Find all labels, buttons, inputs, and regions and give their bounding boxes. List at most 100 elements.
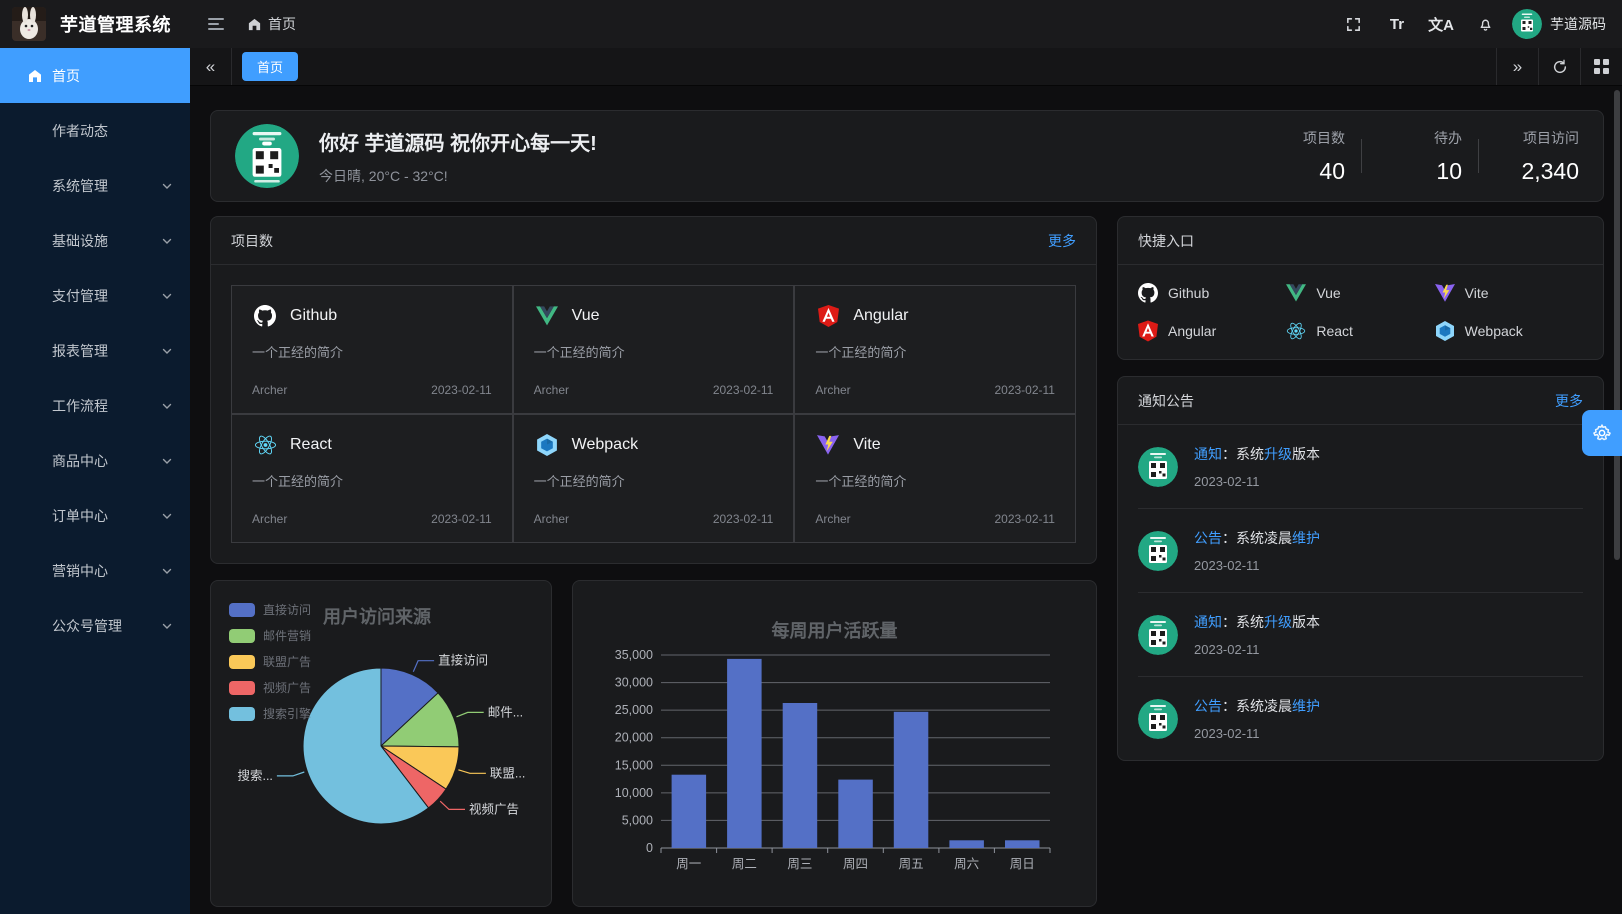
project-author: Archer [815, 383, 851, 397]
project-card-vite[interactable]: Vite 一个正经的简介 Archer 2023-02-11 [794, 414, 1076, 543]
greeting-title: 你好 芋道源码 祝你开心每一天! [319, 132, 597, 155]
svg-text:周二: 周二 [732, 857, 757, 871]
tabs-scroll-left-button[interactable]: « [190, 48, 232, 85]
sidebar-item-label: 营销中心 [52, 562, 108, 579]
shortcut-react[interactable]: React [1286, 321, 1434, 341]
project-name: Webpack [571, 436, 639, 453]
svg-text:20,000: 20,000 [615, 731, 653, 745]
project-name: Vue [571, 307, 600, 324]
legend-item-2[interactable]: 联盟广告 [229, 653, 311, 670]
shortcut-vue[interactable]: Vue [1286, 283, 1434, 303]
svg-text:35,000: 35,000 [615, 648, 653, 662]
sidebar-item-3[interactable]: 基础设施 [0, 213, 190, 268]
legend-label: 视频广告 [263, 681, 312, 695]
settings-button[interactable] [1582, 410, 1622, 456]
gear-icon [1592, 423, 1612, 443]
notice-item-1[interactable]: 公告：系统凌晨维护 2023-02-11 [1138, 509, 1583, 593]
project-author: Archer [533, 383, 569, 397]
project-author: Archer [252, 512, 288, 526]
fullscreen-icon[interactable] [1336, 7, 1370, 41]
sidebar: 首页 作者动态 系统管理基础设施支付管理 报表管理 工作流程 商品中心订单中心营销中心公众… [0, 48, 190, 914]
tab-home[interactable]: 首页 [242, 52, 299, 81]
sidebar-item-4[interactable]: 支付管理 [0, 268, 190, 323]
notice-item-3[interactable]: 公告：系统凌晨维护 2023-02-11 [1138, 677, 1583, 760]
project-card-vue[interactable]: Vue 一个正经的简介 Archer 2023-02-11 [512, 285, 795, 414]
svg-text:30,000: 30,000 [615, 676, 653, 690]
legend-item-0[interactable]: 直接访问 [229, 601, 311, 618]
projects-card: 项目数 更多 Github 一个正经的简介 Archer 2023-02-11 Vue 一… [210, 216, 1097, 564]
notice-item-0[interactable]: 通知：系统升级版本 2023-02-11 [1138, 425, 1583, 509]
menu-indent [26, 397, 44, 415]
language-icon[interactable]: 文A [1428, 16, 1454, 34]
angular-icon [1138, 320, 1158, 342]
bar-周四 [838, 779, 873, 848]
sidebar-item-7[interactable]: 商品中心 [0, 433, 190, 488]
sidebar-item-8[interactable]: 订单中心 [0, 488, 190, 543]
notice-title: 通知：系统升级版本 [1194, 614, 1320, 630]
project-card-react[interactable]: React 一个正经的简介 Archer 2023-02-11 [231, 414, 513, 543]
legend-item-3[interactable]: 视频广告 [229, 679, 311, 696]
notice-title: 公告：系统凌晨维护 [1194, 698, 1320, 714]
legend-item-4[interactable]: 搜索引擎 [229, 705, 311, 722]
projects-card-title: 项目数 [231, 232, 273, 249]
project-author: Archer [815, 512, 851, 526]
notices-card: 通知公告 更多 通知：系统升级版本 2023-02-11 公告：系统凌晨维护 2023… [1117, 376, 1604, 761]
project-author: Archer [252, 383, 288, 397]
project-date: 2023-02-11 [431, 512, 492, 526]
bar-chart: 0 5,000 10,000 15,000 20,000 25,000 30,000 35,0… [583, 643, 1068, 893]
shortcut-vite[interactable]: Vite [1434, 283, 1583, 303]
stat-0: 项目数 40 [1303, 129, 1345, 184]
sidebar-item-6[interactable]: 工作流程 [0, 378, 190, 433]
pie-chart-title: 用户访问来源 [323, 607, 431, 627]
shortcut-angular[interactable]: Angular [1138, 320, 1286, 342]
user-menu[interactable]: 芋道源码 [1512, 9, 1606, 39]
project-card-angular[interactable]: Angular 一个正经的简介 Archer 2023-02-11 [794, 285, 1076, 414]
font-size-icon[interactable]: Tr [1389, 15, 1405, 33]
shortcuts-grid: Github Vue Vite Angular React Webpack [1118, 265, 1603, 359]
sidebar-item-2[interactable]: 系统管理 [0, 158, 190, 213]
svg-text:5,000: 5,000 [622, 813, 653, 827]
svg-text:搜索...: 搜索... [237, 768, 272, 783]
projects-grid: Github 一个正经的简介 Archer 2023-02-11 Vue 一个正经的简介 A… [211, 265, 1096, 563]
notice-item-2[interactable]: 通知：系统升级版本 2023-02-11 [1138, 593, 1583, 677]
greeting-card: 你好 芋道源码 祝你开心每一天! 今日晴, 20°C - 32°C! 项目数 40… [210, 110, 1604, 202]
bar-周六 [949, 840, 984, 848]
project-card-github[interactable]: Github 一个正经的简介 Archer 2023-02-11 [231, 285, 513, 414]
collapse-menu-icon[interactable] [199, 7, 233, 41]
project-card-webpack[interactable]: Webpack 一个正经的简介 Archer 2023-02-11 [512, 414, 795, 543]
sidebar-item-10[interactable]: 公众号管理 [0, 598, 190, 653]
refresh-icon[interactable] [1538, 48, 1580, 85]
projects-more-link[interactable]: 更多 [1048, 232, 1076, 249]
shortcut-label: React [1316, 323, 1353, 339]
notices-more-link[interactable]: 更多 [1555, 392, 1583, 409]
bell-icon[interactable] [1468, 7, 1502, 41]
shortcut-webpack[interactable]: Webpack [1435, 321, 1583, 341]
sidebar-item-label: 基础设施 [52, 232, 108, 249]
legend-item-1[interactable]: 邮件营销 [229, 627, 311, 644]
chevron-down-icon [162, 346, 172, 356]
project-name: Vite [853, 436, 881, 453]
notice-date: 2023-02-11 [1194, 726, 1260, 741]
vite-icon [815, 432, 841, 458]
menu-indent [26, 177, 44, 195]
legend-swatch [229, 706, 255, 721]
breadcrumb[interactable]: 首页 [247, 14, 296, 34]
sidebar-item-0[interactable]: 首页 [0, 48, 190, 103]
sidebar-item-5[interactable]: 报表管理 [0, 323, 190, 378]
project-name: Angular [853, 307, 909, 324]
shortcut-github[interactable]: Github [1138, 283, 1286, 303]
sidebar-item-9[interactable]: 营销中心 [0, 543, 190, 598]
user-name: 芋道源码 [1550, 16, 1606, 32]
notice-title: 通知：系统升级版本 [1194, 446, 1320, 462]
svg-text:周四: 周四 [843, 857, 868, 871]
svg-text:周三: 周三 [787, 857, 812, 871]
shortcut-label: Webpack [1464, 323, 1523, 339]
webpack-icon [1435, 321, 1455, 341]
tabs-scroll-right-button[interactable]: » [1496, 48, 1538, 85]
sidebar-item-1[interactable]: 作者动态 [0, 103, 190, 158]
scrollbar-thumb[interactable] [1614, 90, 1620, 560]
sidebar-item-label: 订单中心 [52, 507, 108, 524]
pie-slice-4 [302, 667, 430, 825]
layout-grid-icon[interactable] [1580, 48, 1622, 85]
shortcut-label: Vue [1316, 285, 1341, 301]
